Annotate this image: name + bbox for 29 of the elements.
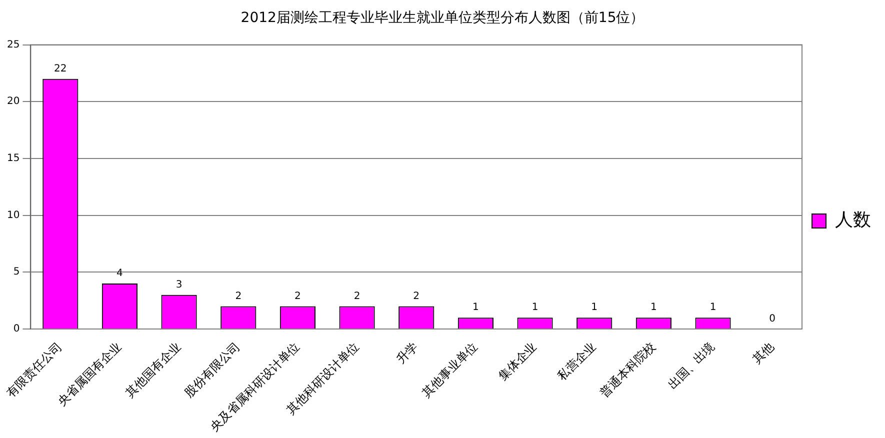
y-tick-label: 25: [6, 39, 20, 50]
data-label: 3: [176, 279, 182, 290]
data-label: 1: [591, 302, 598, 314]
data-label: 2: [354, 290, 360, 302]
x-tick-label: 集体企业: [496, 339, 540, 384]
x-tick-label: 其他: [750, 339, 777, 366]
data-label: 2: [235, 290, 242, 302]
x-tick-label: 出国、出境: [665, 339, 718, 392]
data-label: 2: [294, 290, 301, 302]
x-tick-label: 其他事业单位: [419, 339, 480, 400]
data-label: 22: [54, 63, 67, 74]
data-label: 1: [650, 302, 657, 314]
legend-label: 人数: [835, 210, 871, 231]
x-tick-label: 升学: [394, 339, 421, 366]
x-tick-label: 普通本科院校: [597, 339, 658, 400]
data-label: 0: [769, 314, 776, 325]
data-label: 4: [116, 268, 123, 280]
data-label: 1: [472, 302, 479, 314]
chart-title: 2012届测绘工程专业毕业生就业单位类型分布人数图（前15位）: [240, 10, 644, 26]
data-label: 1: [710, 302, 716, 314]
y-tick-label: 15: [6, 153, 20, 164]
y-tick-label: 20: [6, 96, 20, 108]
y-tick-label: 0: [13, 324, 20, 335]
x-tick-label: 其他国有企业: [122, 339, 184, 400]
data-label: 2: [413, 290, 420, 302]
y-tick-label: 10: [6, 210, 20, 221]
data-label: 1: [532, 302, 538, 314]
x-tick-label: 私营企业: [554, 339, 599, 384]
y-tick-label: 5: [13, 266, 20, 278]
